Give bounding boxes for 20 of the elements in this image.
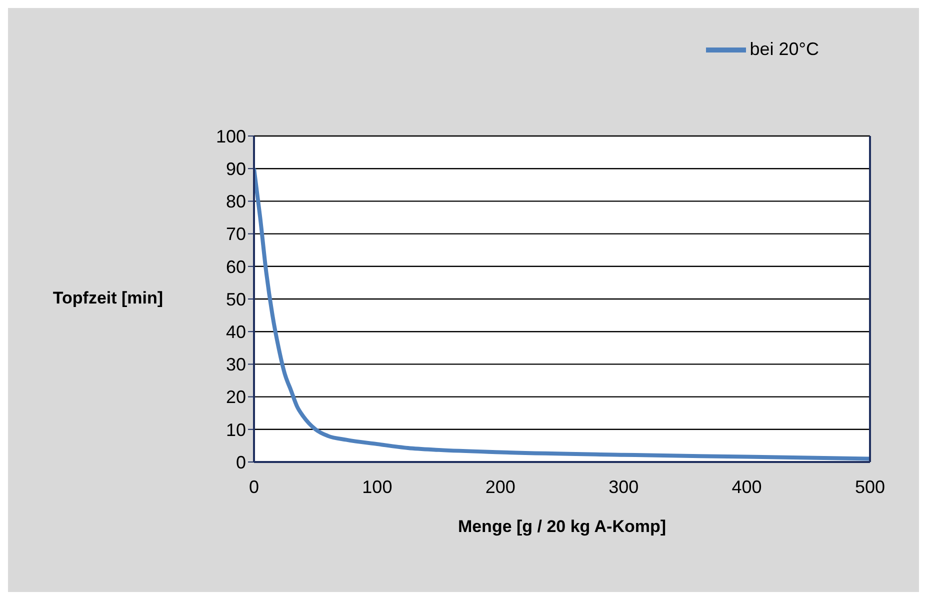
- x-tick-label: 0: [248, 476, 260, 497]
- x-axis-title: Menge [g / 20 kg A-Komp]: [458, 517, 666, 536]
- y-tick-label: 20: [226, 387, 246, 408]
- y-tick-label: 70: [226, 224, 246, 244]
- x-tick-label: 200: [485, 476, 516, 497]
- y-axis-title: Topfzeit [min]: [52, 288, 164, 308]
- y-tick-label: 80: [226, 192, 246, 212]
- y-tick-label: 90: [226, 158, 246, 179]
- x-tick-label: 500: [854, 476, 886, 497]
- y-tick-label: 60: [226, 256, 246, 277]
- x-tick-label: 100: [362, 476, 392, 497]
- y-tick-label: 40: [226, 322, 246, 342]
- legend-label: bei 20°C: [750, 38, 819, 59]
- y-tick-label: 0: [236, 452, 246, 472]
- y-tick-label: 30: [226, 354, 246, 375]
- y-tick-label: 50: [226, 289, 246, 310]
- x-tick-label: 400: [732, 476, 762, 497]
- y-tick-label: 100: [216, 126, 246, 146]
- x-tick-label: 300: [608, 476, 639, 497]
- y-tick-label: 10: [226, 420, 246, 440]
